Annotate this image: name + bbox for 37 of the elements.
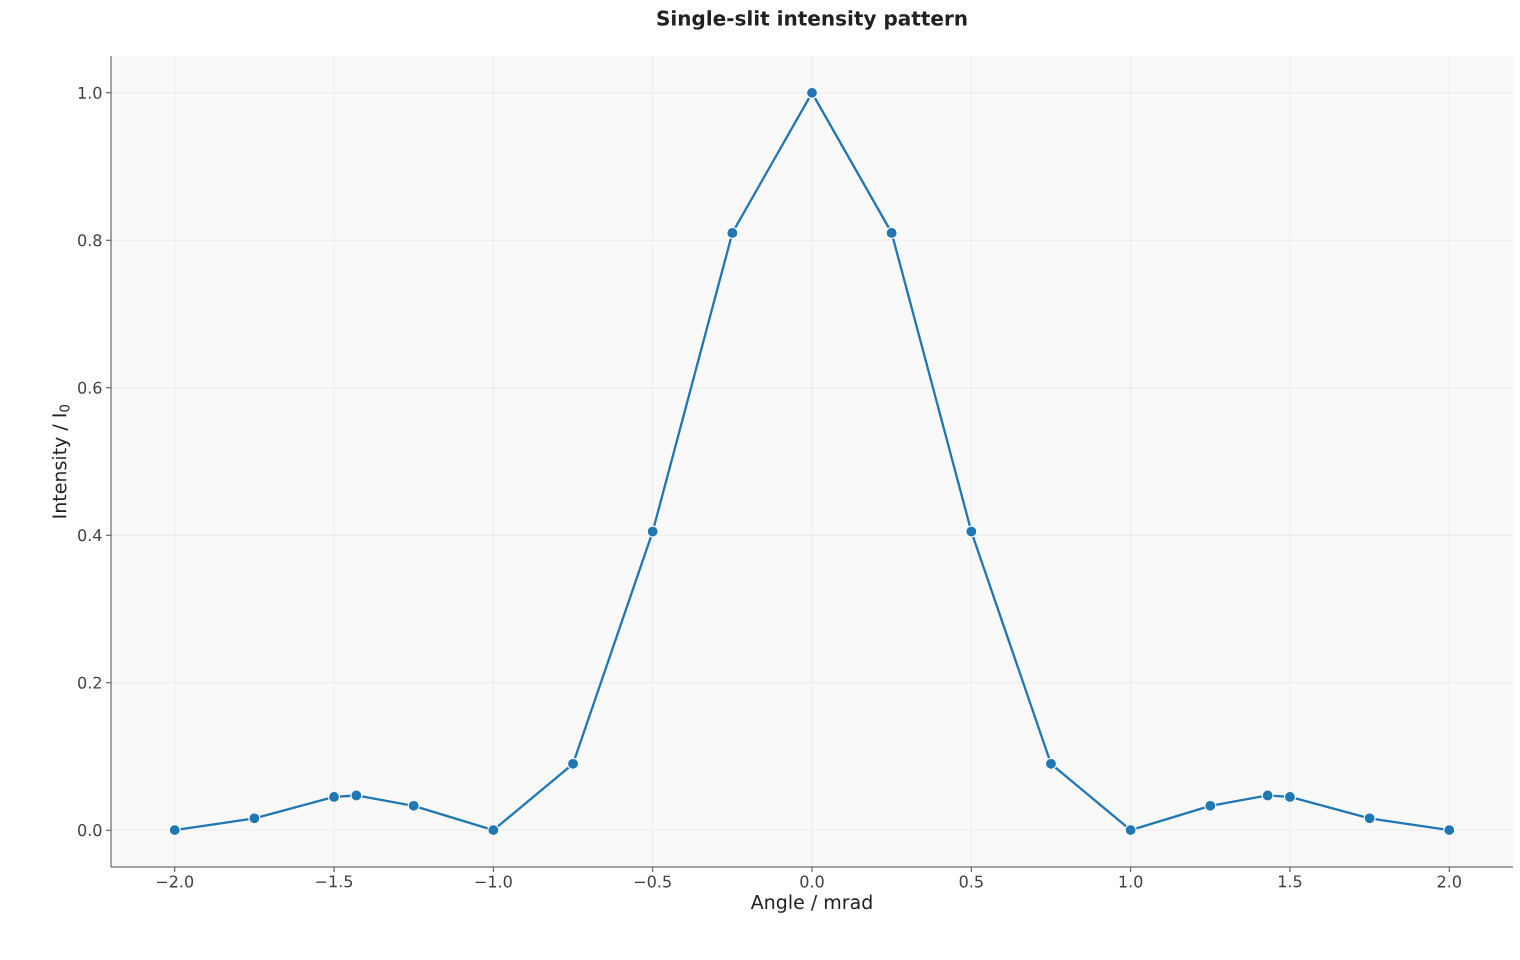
y-axis-title: Intensity / I$_{0}$ — [51, 405, 71, 518]
point — [1363, 812, 1376, 825]
y-tick-label: 0.6 — [78, 381, 102, 394]
x-tick-label: −1.5 — [316, 875, 353, 888]
x-tick-label: 0.0 — [800, 875, 824, 888]
point — [885, 226, 898, 240]
x-tick-label: 1.0 — [1119, 875, 1143, 888]
x-axis-title: Angle / mrad — [750, 894, 872, 913]
y-tick-label: 1.0 — [78, 86, 102, 99]
point — [407, 799, 420, 812]
point — [965, 525, 978, 538]
y-tick-label: 0.2 — [78, 676, 101, 689]
x-tick-label: 1.5 — [1279, 875, 1302, 888]
point — [1443, 824, 1456, 837]
point — [1261, 789, 1274, 802]
point — [1283, 790, 1297, 804]
point — [805, 86, 819, 99]
chart-title: Single-slit intensity pattern — [657, 10, 967, 30]
y-tick-label: 0.8 — [78, 234, 102, 247]
x-tick-label: 2.0 — [1437, 875, 1461, 888]
point — [566, 757, 580, 770]
point — [248, 812, 261, 825]
point — [168, 824, 181, 837]
x-tick-label: −0.5 — [634, 875, 671, 888]
x-tick-label: −1.0 — [475, 875, 512, 888]
x-tick-label: −2.0 — [157, 875, 194, 888]
y-tick-label: 0.0 — [78, 824, 102, 837]
point — [646, 525, 659, 538]
point — [350, 789, 363, 802]
point — [1204, 799, 1217, 812]
x-tick-label: 0.5 — [959, 875, 983, 888]
point — [1124, 824, 1137, 837]
point — [726, 226, 739, 240]
point — [327, 790, 341, 804]
point — [487, 824, 500, 837]
point — [1044, 757, 1058, 770]
y-tick-label: 0.4 — [78, 529, 102, 542]
